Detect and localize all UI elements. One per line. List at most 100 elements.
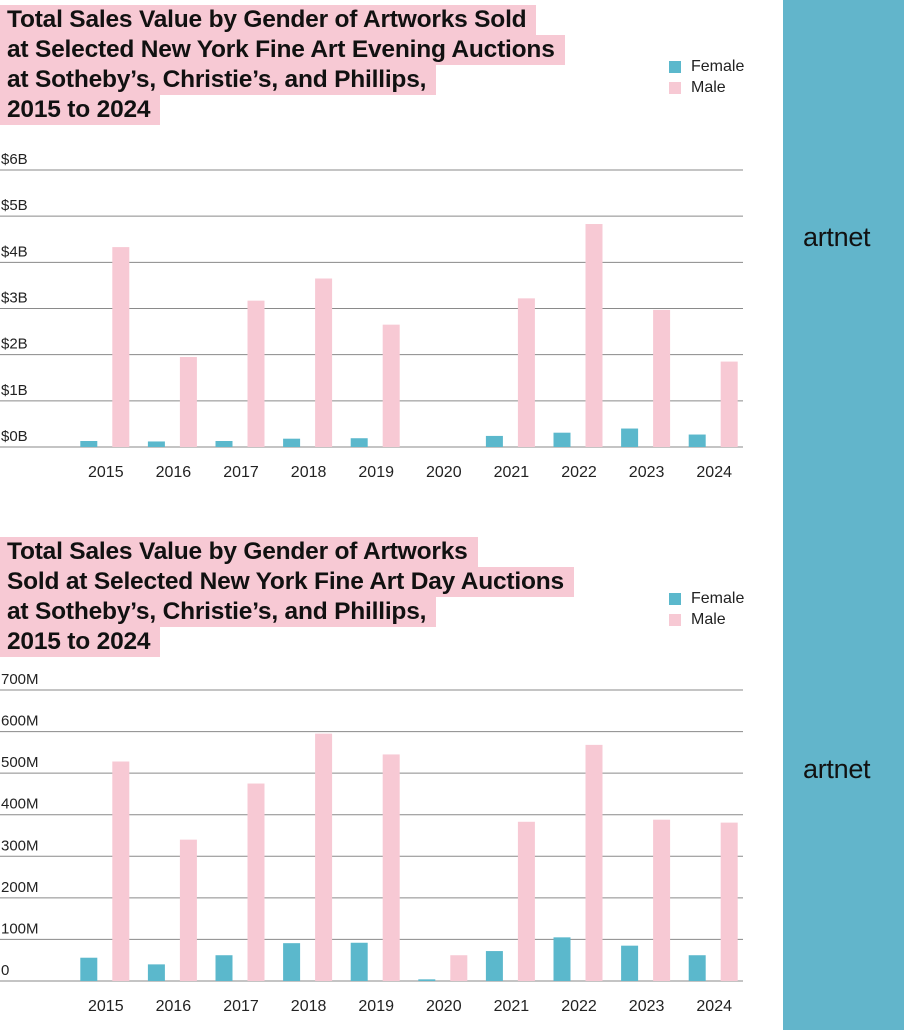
bar-male-2021	[517, 298, 535, 447]
y-tick-label: $0B	[1, 428, 28, 445]
x-tick-label: 2016	[156, 464, 192, 481]
bar-female-2023	[621, 428, 639, 447]
y-tick-label: 700M	[1, 671, 39, 688]
x-tick-label: 2020	[426, 998, 462, 1015]
chart-legend: Female Male	[669, 588, 744, 630]
legend-label-male: Male	[691, 610, 726, 628]
x-tick-label: 2015	[88, 998, 124, 1015]
legend-item-female: Female	[669, 588, 744, 609]
chart-title-line: Total Sales Value by Gender of Artworks …	[0, 5, 537, 35]
y-tick-label: $2B	[1, 336, 28, 353]
bar-male-2017	[247, 300, 265, 447]
bar-female-2016	[147, 441, 165, 447]
bar-female-2018	[283, 438, 301, 447]
x-tick-label: 2017	[223, 998, 259, 1015]
day-auctions-chart: Total Sales Value by Gender of Artworks …	[0, 530, 783, 1030]
x-tick-label: 2022	[561, 464, 597, 481]
y-tick-label: $6B	[1, 151, 28, 168]
bar-female-2020	[418, 979, 436, 981]
bar-female-2019	[350, 438, 368, 447]
bar-male-2015	[112, 761, 130, 981]
chart-legend: Female Male	[669, 56, 744, 98]
legend-swatch-male	[669, 81, 681, 94]
legend-swatch-female	[669, 60, 681, 73]
bar-male-2022	[585, 744, 603, 981]
x-tick-label: 2023	[629, 998, 665, 1015]
legend-label-female: Female	[691, 589, 745, 607]
bar-male-2022	[585, 224, 603, 447]
chart-plot-area: 0 100M 200M 300M 400M 500M 600M 700M 2015 2016 201…	[0, 671, 743, 1015]
panel-divider	[0, 518, 783, 530]
legend-item-male: Male	[669, 609, 744, 630]
artnet-logo-top: artnet	[803, 222, 871, 252]
y-tick-label: $1B	[1, 382, 28, 399]
bar-female-2017	[215, 440, 233, 447]
legend-label-male: Male	[691, 78, 726, 96]
chart-title-line: at Sotheby’s, Christie’s, and Phillips,	[0, 597, 437, 627]
chart-title-line: 2015 to 2024	[0, 95, 161, 125]
x-tick-label: 2020	[426, 464, 462, 481]
evening-auctions-chart: Total Sales Value by Gender of Artworks …	[0, 0, 783, 518]
x-tick-label: 2017	[223, 464, 259, 481]
y-tick-label: 200M	[1, 879, 39, 896]
bar-male-2018	[315, 733, 333, 981]
bar-male-2016	[179, 839, 197, 981]
bar-male-2024	[720, 822, 738, 981]
legend-item-female: Female	[669, 56, 744, 77]
x-tick-label: 2019	[358, 464, 394, 481]
brand-sidebar	[783, 0, 904, 1030]
y-tick-label: 600M	[1, 713, 39, 730]
bar-female-2017	[215, 955, 233, 981]
y-tick-label: $4B	[1, 243, 28, 260]
bar-female-2021	[485, 951, 503, 981]
chart-title-line: 2015 to 2024	[0, 627, 161, 657]
bar-female-2018	[283, 943, 301, 981]
bar-male-2019	[382, 754, 400, 981]
x-tick-label: 2022	[561, 998, 597, 1015]
bar-female-2024	[688, 434, 706, 447]
bar-male-2019	[382, 324, 400, 447]
bar-male-2024	[720, 361, 738, 447]
bar-female-2015	[80, 957, 98, 981]
chart-plot-area: $0B $1B $2B $3B $4B $5B $6B 2015 2016 2017 2018 201…	[0, 151, 743, 481]
bar-male-2020	[450, 955, 468, 981]
bar-female-2022	[553, 432, 571, 447]
bar-male-2021	[517, 821, 535, 981]
x-tick-label: 2021	[494, 464, 530, 481]
bar-male-2015	[112, 247, 130, 447]
x-tick-label: 2024	[696, 464, 732, 481]
legend-swatch-male	[669, 613, 681, 626]
y-tick-label: 400M	[1, 796, 39, 813]
legend-swatch-female	[669, 592, 681, 605]
y-tick-label: 0	[1, 962, 9, 979]
x-tick-label: 2018	[291, 998, 327, 1015]
chart-title-line: at Selected New York Fine Art Evening Au…	[0, 35, 565, 65]
bar-male-2017	[247, 783, 265, 981]
x-tick-label: 2023	[629, 464, 665, 481]
legend-item-male: Male	[669, 77, 744, 98]
x-tick-label: 2015	[88, 464, 124, 481]
bar-female-2016	[147, 964, 165, 981]
bar-female-2022	[553, 937, 571, 981]
bar-male-2016	[179, 356, 197, 447]
bar-male-2018	[315, 278, 333, 447]
x-tick-label: 2021	[494, 998, 530, 1015]
x-tick-label: 2024	[696, 998, 732, 1015]
bar-female-2021	[485, 435, 503, 447]
chart-title-line: Sold at Selected New York Fine Art Day A…	[0, 567, 574, 597]
bar-female-2015	[80, 440, 98, 447]
legend-label-female: Female	[691, 57, 745, 75]
x-tick-label: 2016	[156, 998, 192, 1015]
y-tick-label: $3B	[1, 290, 28, 307]
y-tick-label: 100M	[1, 920, 39, 937]
x-tick-label: 2018	[291, 464, 327, 481]
y-tick-label: $5B	[1, 197, 28, 214]
chart-title: Total Sales Value by Gender of Artworks …	[0, 5, 565, 125]
bar-male-2023	[653, 309, 671, 447]
x-tick-label: 2019	[358, 998, 394, 1015]
chart-title-line: Total Sales Value by Gender of Artworks	[0, 537, 478, 567]
bar-female-2023	[621, 945, 639, 981]
artnet-logo-bottom: artnet	[803, 754, 871, 784]
bar-male-2023	[653, 819, 671, 981]
y-tick-label: 500M	[1, 754, 39, 771]
